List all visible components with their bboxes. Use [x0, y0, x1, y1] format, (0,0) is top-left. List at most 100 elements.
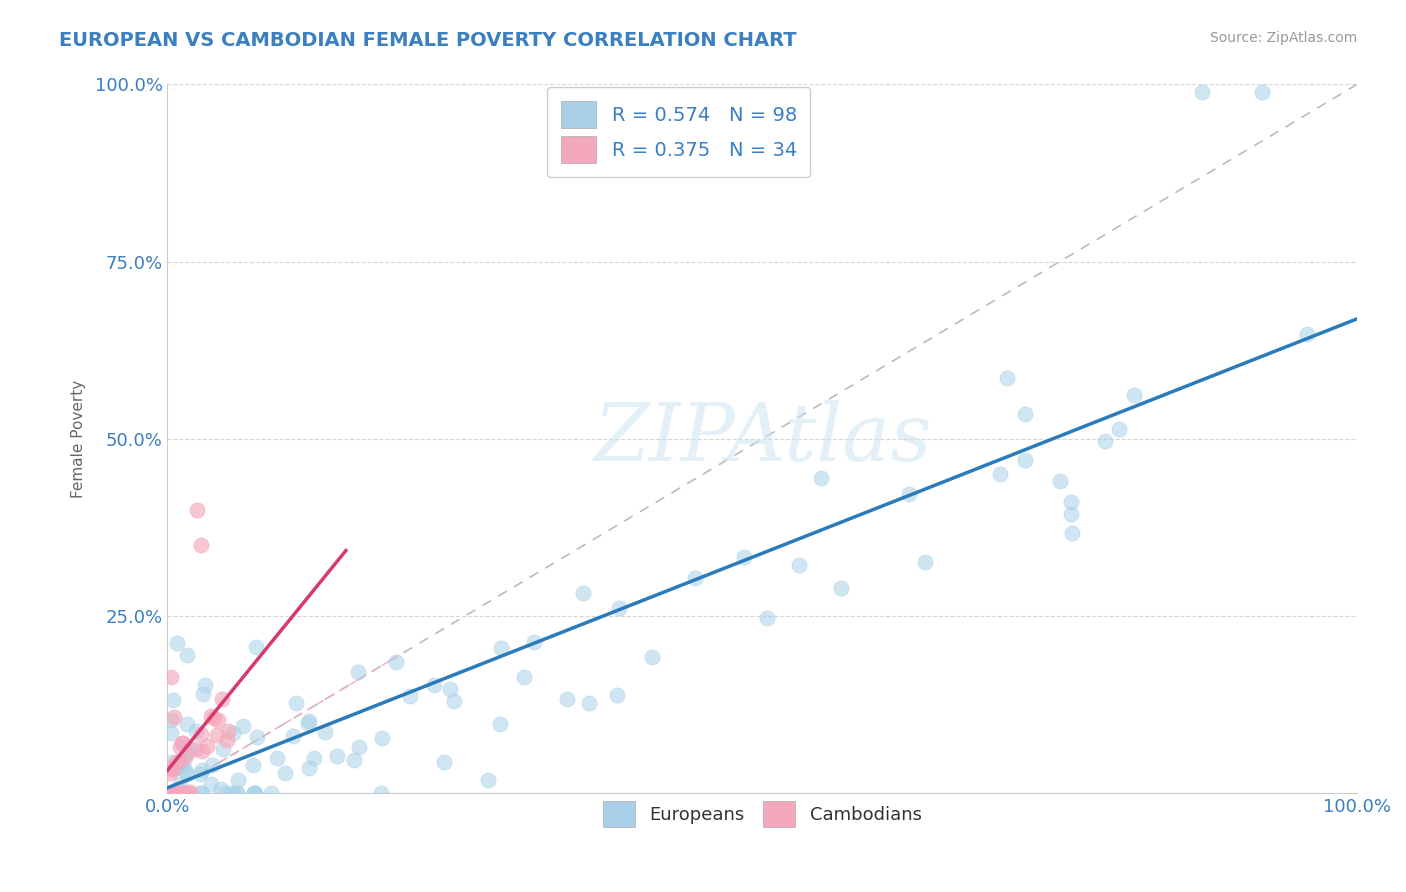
Point	[165, 786, 187, 800]
Point	[399, 689, 422, 703]
Point	[243, 786, 266, 800]
Point	[246, 731, 269, 745]
Point	[225, 786, 247, 800]
Point	[159, 786, 181, 800]
Point	[523, 635, 546, 649]
Point	[173, 786, 195, 800]
Point	[281, 729, 304, 743]
Point	[201, 758, 224, 772]
Point	[174, 748, 197, 763]
Point	[226, 772, 249, 787]
Point	[1094, 434, 1116, 448]
Y-axis label: Female Poverty: Female Poverty	[72, 380, 86, 498]
Point	[343, 753, 366, 767]
Point	[423, 678, 446, 692]
Point	[443, 694, 465, 708]
Point	[607, 601, 630, 615]
Point	[166, 636, 188, 650]
Point	[297, 714, 319, 728]
Point	[222, 726, 245, 740]
Point	[176, 717, 198, 731]
Point	[177, 786, 200, 800]
Point	[439, 682, 461, 697]
Point	[211, 691, 233, 706]
Point	[188, 767, 211, 781]
Point	[162, 762, 184, 776]
Point	[174, 763, 197, 777]
Point	[179, 785, 201, 799]
Point	[172, 786, 194, 800]
Point	[177, 786, 200, 800]
Point	[298, 761, 321, 775]
Point	[165, 786, 187, 800]
Point	[1060, 494, 1083, 508]
Point	[190, 538, 212, 552]
Point	[243, 786, 266, 800]
Point	[205, 728, 228, 742]
Point	[221, 786, 243, 800]
Point	[914, 555, 936, 569]
Point	[990, 467, 1012, 482]
Point	[1122, 387, 1144, 401]
Point	[162, 693, 184, 707]
Point	[433, 755, 456, 769]
Point	[160, 786, 183, 800]
Point	[215, 733, 238, 747]
Point	[195, 739, 218, 753]
Point	[297, 715, 319, 730]
Point	[204, 711, 226, 725]
Legend: Europeans, Cambodians: Europeans, Cambodians	[595, 794, 929, 834]
Point	[572, 586, 595, 600]
Point	[347, 740, 370, 755]
Point	[1014, 453, 1036, 467]
Point	[191, 786, 214, 800]
Point	[188, 786, 211, 800]
Point	[176, 767, 198, 781]
Point	[489, 641, 512, 656]
Point	[578, 696, 600, 710]
Point	[169, 754, 191, 768]
Point	[211, 742, 233, 756]
Point	[266, 751, 288, 765]
Point	[810, 471, 832, 485]
Point	[226, 786, 249, 800]
Point	[1014, 407, 1036, 421]
Point	[1059, 507, 1081, 521]
Point	[555, 691, 578, 706]
Point	[160, 755, 183, 769]
Point	[176, 648, 198, 662]
Point	[159, 765, 181, 780]
Point	[260, 786, 283, 800]
Point	[200, 708, 222, 723]
Point	[488, 716, 510, 731]
Point	[997, 371, 1019, 385]
Point	[186, 503, 208, 517]
Point	[1191, 85, 1213, 99]
Point	[1108, 422, 1130, 436]
Point	[477, 773, 499, 788]
Point	[190, 727, 212, 741]
Point	[1296, 327, 1319, 342]
Point	[207, 713, 229, 727]
Point	[160, 786, 183, 800]
Point	[273, 765, 295, 780]
Point	[245, 640, 267, 655]
Point	[184, 724, 207, 739]
Point	[165, 756, 187, 770]
Point	[314, 724, 336, 739]
Point	[160, 670, 183, 684]
Point	[371, 731, 394, 746]
Point	[191, 764, 214, 778]
Point	[370, 786, 392, 800]
Point	[163, 710, 186, 724]
Point	[1250, 85, 1272, 99]
Point	[217, 724, 239, 739]
Point	[1049, 474, 1071, 488]
Point	[302, 751, 325, 765]
Point	[191, 687, 214, 701]
Point	[385, 655, 408, 669]
Point	[172, 736, 194, 750]
Point	[209, 782, 232, 797]
Point	[1060, 525, 1083, 540]
Point	[166, 786, 188, 800]
